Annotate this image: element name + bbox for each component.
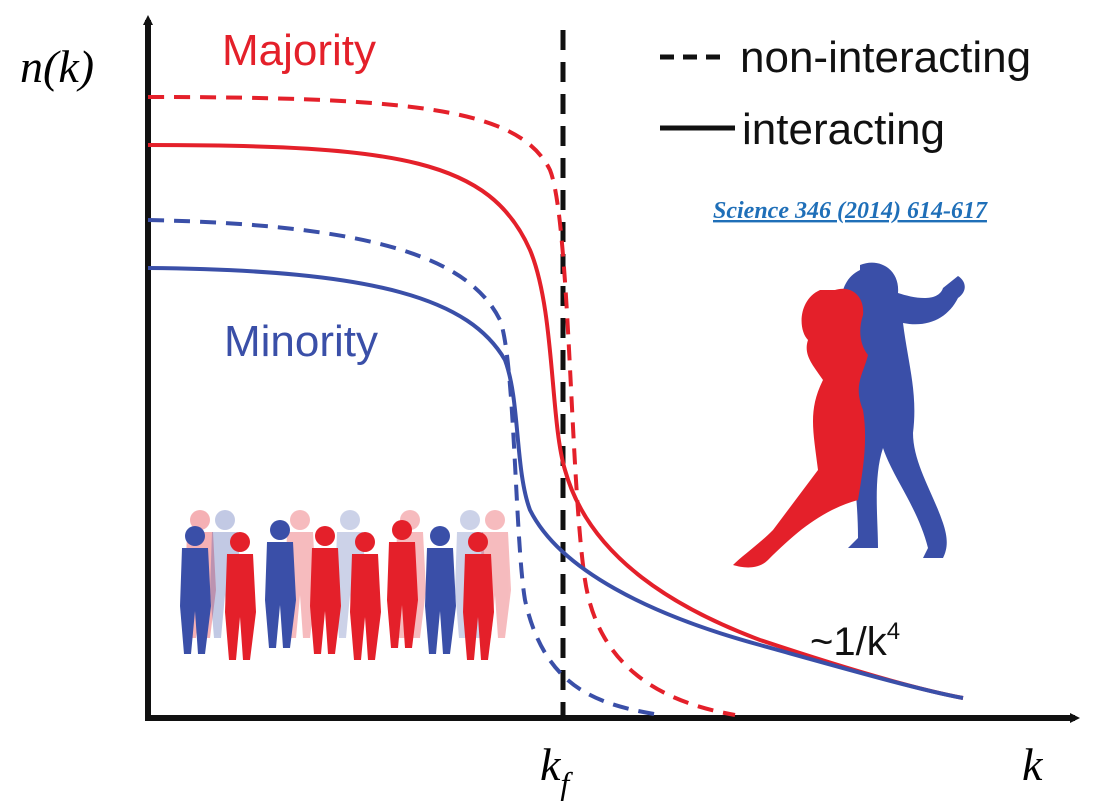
tail-main: ~1/k	[810, 620, 888, 664]
dancer-part	[340, 510, 360, 530]
dancer-part	[185, 526, 205, 546]
legend-solid-label: interacting	[742, 105, 945, 154]
woman-figure	[733, 288, 868, 568]
dancer	[350, 532, 381, 660]
couple-silhouette	[733, 262, 965, 568]
dancer	[310, 526, 341, 654]
dancer	[387, 520, 418, 648]
dancer-part	[387, 542, 418, 648]
dancer-part	[215, 510, 235, 530]
majority-interacting-curve	[147, 143, 964, 700]
dancer-part	[430, 526, 450, 546]
crowd-silhouettes	[180, 510, 511, 660]
dancer-part	[392, 520, 412, 540]
dancer-part	[270, 520, 290, 540]
dancer-part	[468, 532, 488, 552]
kf-label: kf	[540, 739, 573, 801]
dancer-part	[265, 542, 296, 648]
minority-interacting-curve	[147, 266, 964, 700]
dancer-part	[425, 548, 456, 654]
dancer-part	[315, 526, 335, 546]
dancer	[265, 520, 296, 648]
majority-noninteracting-curve	[147, 95, 736, 717]
y-axis-label: n(k)	[20, 41, 94, 92]
dancer	[463, 532, 494, 660]
dancer-part	[485, 510, 505, 530]
dancer-part	[460, 510, 480, 530]
dancer-part	[350, 554, 381, 660]
reference-link[interactable]: Science 346 (2014) 614-617	[713, 198, 988, 224]
man-figure	[838, 262, 965, 558]
dancer-part	[230, 532, 250, 552]
dancer	[425, 526, 456, 654]
kf-main: k	[540, 739, 562, 790]
tail-sup: 4	[887, 618, 900, 645]
dancer-part	[290, 510, 310, 530]
dancer-part	[225, 554, 256, 660]
tail-label: ~1/k4	[810, 618, 900, 664]
x-axis-label: k	[1022, 739, 1044, 790]
dancer-part	[355, 532, 375, 552]
dancer-part	[310, 548, 341, 654]
majority-label: Majority	[222, 26, 376, 75]
kf-sub: f	[560, 765, 573, 801]
dancer	[180, 526, 211, 654]
dancer-part	[463, 554, 494, 660]
dancer-part	[190, 510, 210, 530]
dancer-part	[180, 548, 211, 654]
dancer	[225, 532, 256, 660]
minority-label: Minority	[224, 317, 378, 366]
legend-dashed-label: non-interacting	[740, 33, 1031, 82]
